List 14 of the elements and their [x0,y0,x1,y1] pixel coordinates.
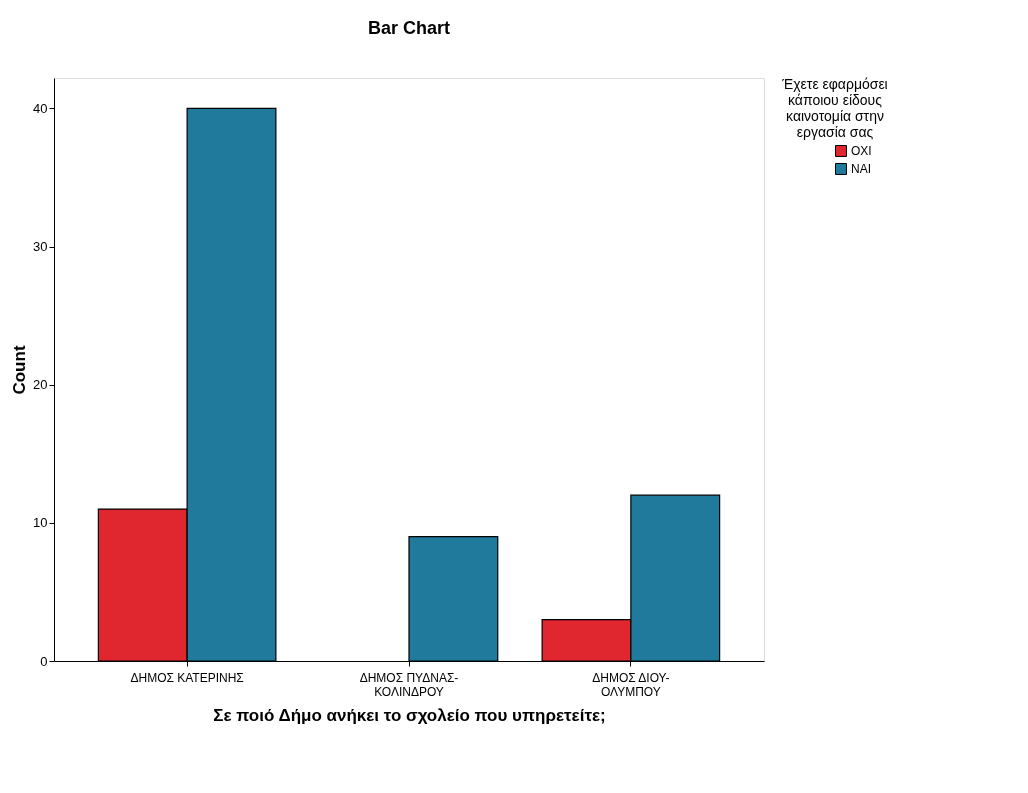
x-tick-label: ΔΗΜΟΣ ΔΙΟΥ-ΟΛΥΜΠΟΥ [592,670,670,699]
x-axis-title: Σε ποιό Δήμο ανήκει το σχολείο που υπηρετείτε; [213,705,606,725]
y-tick-label: 20 [33,377,48,393]
y-tick-label: 40 [33,100,48,116]
x-tick-label: ΔΗΜΟΣ ΠΥΔΝΑΣ-ΚΟΛΙΝΔΡΟΥ [359,670,459,699]
chart-title: Bar Chart [367,18,451,38]
y-axis-title: Count [10,345,30,395]
y-tick-label: 30 [33,239,48,255]
y-tick-label: 0 [40,653,48,669]
legend-title: Έχετε εφαρμόσει κάποιου είδους καινοτομία στην εργασία σας [781,76,888,140]
y-tick-label: 10 [33,515,48,531]
legend-label: ΝΑΙ [851,162,872,176]
x-tick-label: ΔΗΜΟΣ ΚΑΤΕΡΙΝΗΣ [130,670,244,685]
legend-label: ΟΧΙ [851,144,872,158]
